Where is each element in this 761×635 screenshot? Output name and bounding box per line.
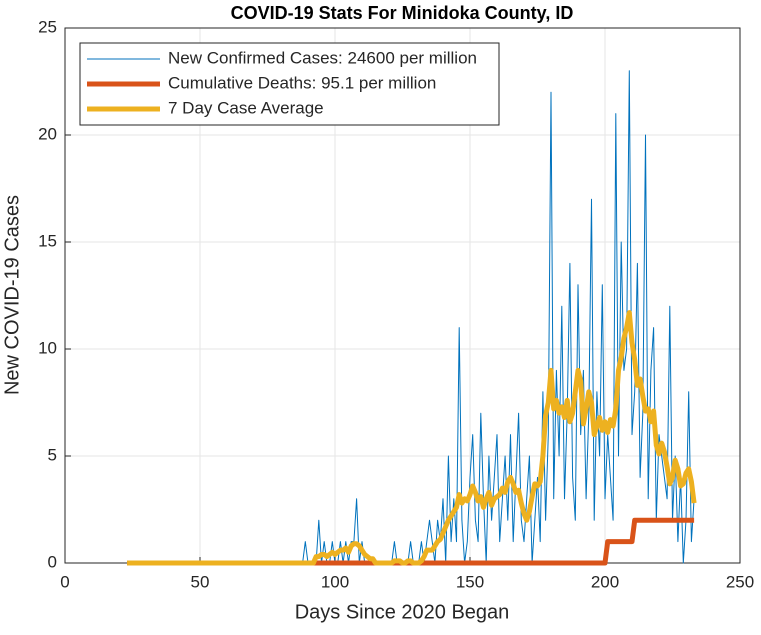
- x-tick-label: 0: [60, 572, 69, 591]
- x-tick-label: 100: [321, 572, 349, 591]
- y-axis-label: New COVID-19 Cases: [1, 195, 23, 395]
- y-tick-label: 15: [38, 231, 57, 250]
- legend-label: New Confirmed Cases: 24600 per million: [168, 48, 477, 67]
- y-tick-label: 20: [38, 124, 57, 143]
- y-tick-label: 10: [38, 338, 57, 357]
- y-tick-label: 0: [48, 552, 57, 571]
- y-tick-label: 25: [38, 17, 57, 36]
- chart-title: COVID-19 Stats For Minidoka County, ID: [231, 3, 574, 23]
- x-tick-label: 150: [456, 572, 484, 591]
- x-axis-label: Days Since 2020 Began: [295, 601, 510, 623]
- series-line: [127, 310, 697, 566]
- x-tick-label: 250: [726, 572, 754, 591]
- legend-label: Cumulative Deaths: 95.1 per million: [168, 73, 436, 92]
- y-tick-label: 5: [48, 445, 57, 464]
- x-tick-label: 200: [591, 572, 619, 591]
- x-tick-label: 50: [191, 572, 210, 591]
- legend-label: 7 Day Case Average: [168, 98, 324, 117]
